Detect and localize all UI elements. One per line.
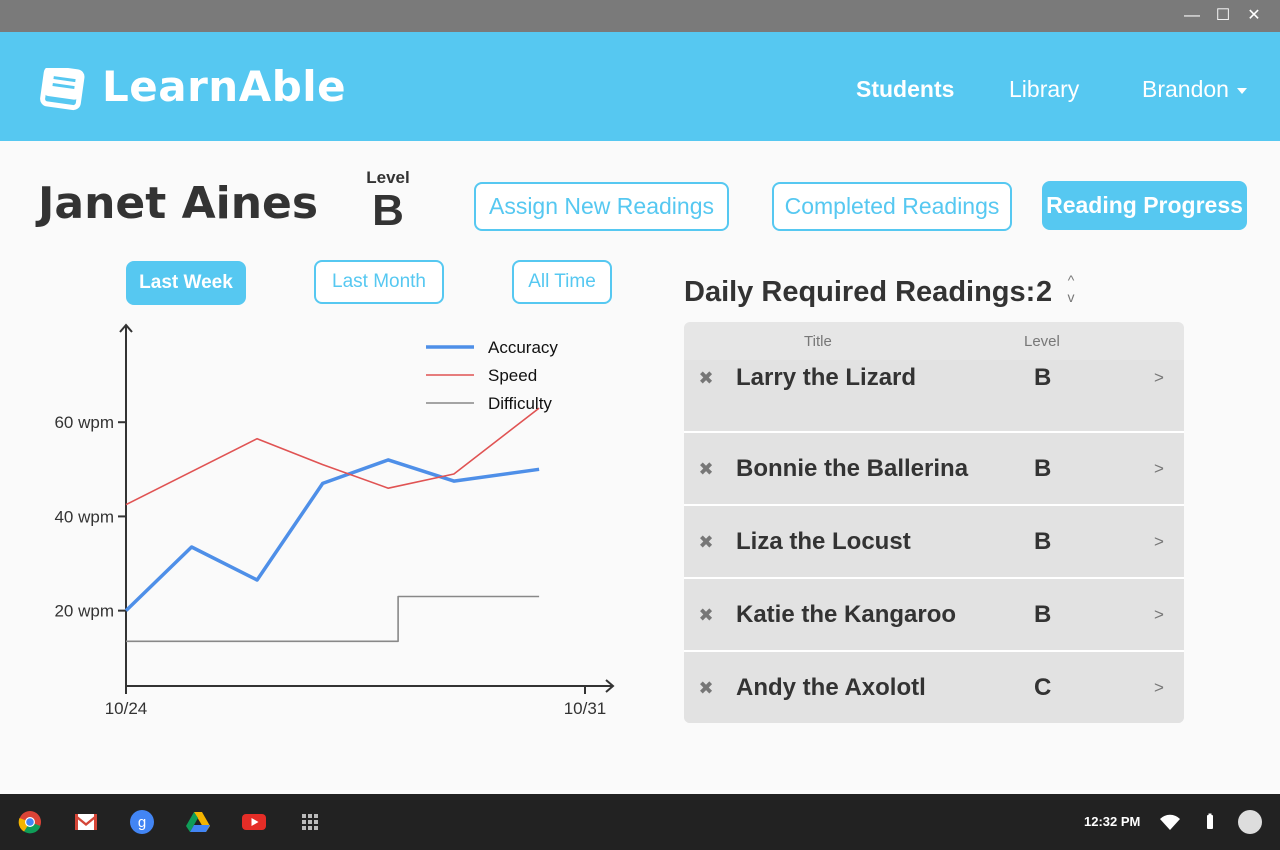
maximize-icon[interactable]: ☐ — [1215, 7, 1231, 24]
series-line-difficulty — [126, 595, 540, 643]
y-tick-label: 60 wpm — [54, 413, 114, 432]
range-all-time[interactable]: All Time — [512, 260, 612, 304]
range-last-month[interactable]: Last Month — [314, 260, 444, 304]
chevron-right-icon[interactable]: > — [1154, 459, 1164, 478]
user-menu[interactable]: Brandon — [1142, 76, 1247, 103]
svg-text:g: g — [138, 814, 146, 831]
google-search-icon[interactable]: g — [130, 810, 154, 834]
reading-title: Katie the Kangaroo — [736, 601, 957, 628]
wifi-icon[interactable] — [1158, 810, 1182, 834]
column-header-level: Level — [1024, 333, 1060, 350]
daily-required-stepper[interactable]: ^ v — [1062, 272, 1080, 312]
daily-required-value: 2 — [1036, 276, 1053, 308]
y-tick-label: 40 wpm — [54, 507, 114, 526]
user-name: Brandon — [1142, 76, 1229, 102]
student-level: B — [372, 186, 404, 235]
reading-level: C — [1034, 674, 1052, 701]
reading-row[interactable]: ✖ Larry the Lizard B > — [684, 360, 1184, 431]
column-header-title: Title — [804, 333, 832, 350]
stepper-up-icon[interactable]: ^ — [1067, 272, 1075, 288]
reading-row[interactable]: ✖ Andy the Axolotl C > — [684, 652, 1184, 723]
chevron-right-icon[interactable]: > — [1154, 678, 1164, 697]
remove-reading-icon[interactable]: ✖ — [698, 459, 714, 479]
x-tick-label: 10/31 — [564, 699, 607, 718]
row-divider — [684, 577, 1184, 579]
series-line-accuracy — [124, 458, 540, 612]
x-tick-label: 10/24 — [105, 699, 148, 718]
gmail-icon[interactable] — [74, 810, 98, 834]
remove-reading-icon[interactable]: ✖ — [698, 605, 714, 625]
required-readings-table: Title Level ✖ Larry the Lizard B > ✖ Bonnie t… — [684, 322, 1184, 723]
stepper-down-icon[interactable]: v — [1067, 289, 1075, 305]
range-last-week[interactable]: Last Week — [126, 261, 246, 305]
reading-title: Andy the Axolotl — [736, 674, 926, 701]
remove-reading-icon[interactable]: ✖ — [698, 678, 714, 698]
app-launcher-icon[interactable] — [298, 810, 322, 834]
minimize-icon[interactable]: — — [1184, 7, 1200, 24]
daily-required-label: Daily Required Readings: — [684, 276, 1036, 308]
reading-title: Larry the Lizard — [736, 364, 917, 391]
chrome-icon[interactable] — [18, 810, 42, 834]
os-shelf: g 12:32 PM — [0, 794, 1280, 850]
remove-reading-icon[interactable]: ✖ — [698, 532, 714, 552]
legend-label: Speed — [488, 366, 537, 385]
drive-icon[interactable] — [186, 810, 210, 834]
app-logo-text[interactable]: LearnAble — [102, 62, 347, 111]
battery-icon[interactable] — [1198, 810, 1222, 834]
reading-row[interactable]: ✖ Liza the Locust B > — [684, 506, 1184, 577]
series-line-speed — [125, 407, 540, 506]
legend-label: Accuracy — [488, 338, 558, 357]
reading-level: B — [1034, 364, 1052, 391]
avatar[interactable] — [1238, 810, 1262, 834]
reading-progress-button[interactable]: Reading Progress — [1042, 181, 1247, 230]
reading-row[interactable]: ✖ Katie the Kangaroo B > — [684, 579, 1184, 650]
app-header: LearnAble Students Library Brandon — [0, 32, 1280, 141]
remove-reading-icon[interactable]: ✖ — [698, 368, 714, 388]
close-icon[interactable]: ✕ — [1247, 7, 1261, 24]
row-divider — [684, 650, 1184, 652]
x-axis-arrow — [605, 679, 615, 693]
chevron-right-icon[interactable]: > — [1154, 605, 1164, 624]
window-titlebar: — ☐ ✕ — [0, 0, 1280, 32]
reading-progress-chart: 20 wpm 40 wpm 60 wpm 10/24 10/31 Accuracy Spee… — [54, 323, 615, 718]
reading-level: B — [1034, 601, 1052, 628]
system-clock[interactable]: 12:32 PM — [1084, 814, 1141, 829]
reading-title: Liza the Locust — [736, 528, 911, 555]
legend-label: Difficulty — [488, 394, 552, 413]
nav-library[interactable]: Library — [1009, 76, 1080, 102]
level-label: Level — [366, 168, 410, 187]
book-logo-icon[interactable] — [38, 65, 88, 117]
chevron-down-icon — [1236, 87, 1247, 94]
reading-level: B — [1034, 528, 1052, 555]
completed-readings-button[interactable]: Completed Readings — [772, 182, 1012, 231]
youtube-icon[interactable] — [242, 810, 266, 834]
reading-level: B — [1034, 455, 1052, 482]
assign-new-readings-button[interactable]: Assign New Readings — [474, 182, 729, 231]
y-axis-arrow — [119, 323, 133, 333]
row-divider — [684, 504, 1184, 506]
reading-title: Bonnie the Ballerina — [736, 455, 969, 482]
nav-students[interactable]: Students — [856, 76, 955, 102]
reading-row[interactable]: ✖ Bonnie the Ballerina B > — [684, 433, 1184, 504]
chevron-right-icon[interactable]: > — [1154, 368, 1164, 387]
student-name: Janet Aines — [38, 178, 319, 229]
row-divider — [684, 431, 1184, 433]
y-tick-label: 20 wpm — [54, 602, 114, 621]
chevron-right-icon[interactable]: > — [1154, 532, 1164, 551]
